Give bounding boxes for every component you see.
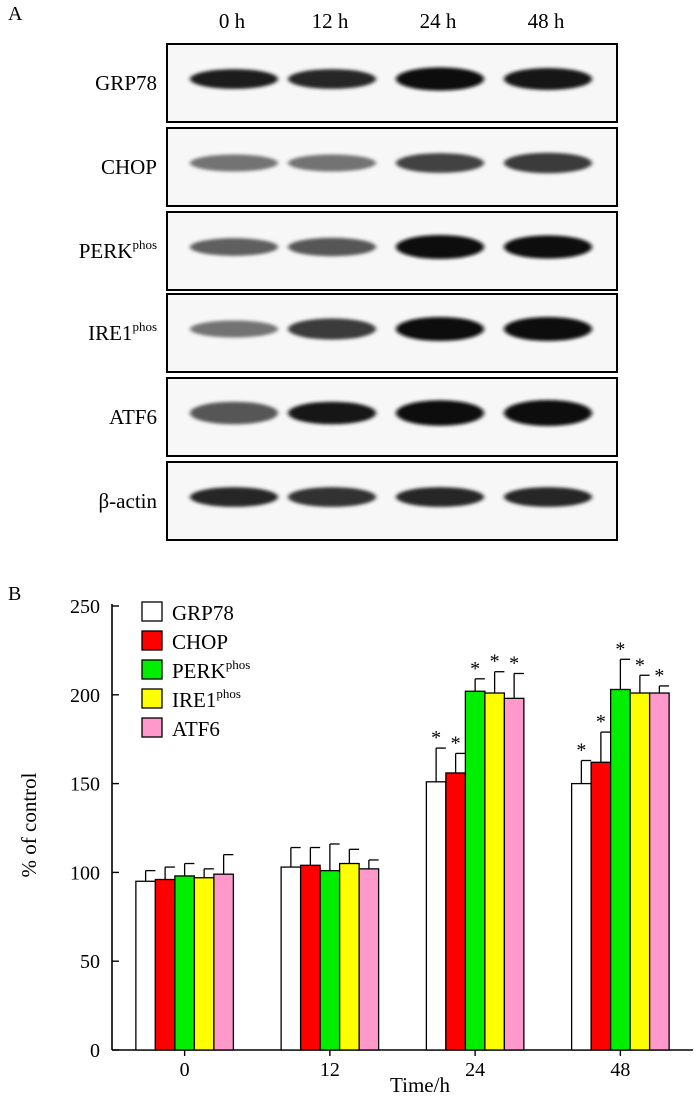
blot-band <box>396 317 484 341</box>
blot-band <box>396 400 484 426</box>
y-tick-label: 0 <box>90 1040 100 1062</box>
x-axis-title: Time/h <box>390 1073 450 1097</box>
blot-row-label: ATF6 <box>109 405 157 429</box>
blot-band <box>504 152 592 174</box>
blot-band <box>396 487 484 507</box>
significance-marker: * <box>596 711 606 733</box>
bar <box>135 880 157 1051</box>
bar <box>648 692 670 1051</box>
blot-band <box>504 317 592 341</box>
time-label: 12 h <box>312 9 349 33</box>
x-tick-label: 24 <box>465 1059 485 1081</box>
blot-row-label: IRE1phos <box>88 319 157 345</box>
legend-swatch <box>141 601 163 622</box>
chart-bars: * * * * * * * * * * <box>135 638 670 1051</box>
blot-band <box>396 67 484 91</box>
bar <box>425 781 447 1051</box>
blot-row-label: β-actin <box>99 489 158 513</box>
y-tick-label: 250 <box>70 596 100 618</box>
significance-marker: * <box>654 665 664 687</box>
legend-swatch <box>141 717 163 738</box>
blot-band <box>190 401 278 425</box>
significance-marker: * <box>470 658 480 680</box>
significance-marker: * <box>576 740 586 762</box>
blot-band <box>396 235 484 259</box>
blot-band <box>504 235 592 259</box>
significance-marker: * <box>451 732 461 754</box>
blot-band <box>190 238 278 256</box>
bar <box>503 697 525 1051</box>
y-tick-label: 200 <box>70 685 100 707</box>
blot-band <box>288 401 376 425</box>
bar-chart: 0 50 100 150 200 250 0 12 24 48 * * * * * * * * * * GRP78 C… <box>17 596 693 1097</box>
blot-band <box>288 154 376 172</box>
bar <box>299 864 321 1051</box>
bar <box>280 866 302 1051</box>
legend-swatch <box>141 630 163 651</box>
significance-marker: * <box>615 638 625 660</box>
bar <box>484 692 506 1051</box>
blot-row-label: PERKphos <box>79 237 157 263</box>
bar <box>570 782 592 1051</box>
bar <box>445 772 467 1051</box>
bar <box>213 873 235 1051</box>
y-tick-label: 50 <box>80 951 100 973</box>
blot-band <box>288 237 376 257</box>
significance-marker: * <box>509 652 519 674</box>
bar <box>464 690 486 1051</box>
time-label: 48 h <box>528 9 565 33</box>
blot-row-label: GRP78 <box>95 71 157 95</box>
significance-marker: * <box>490 651 500 673</box>
bar <box>590 761 612 1051</box>
blot-row-label: CHOP <box>101 155 157 179</box>
y-axis-title: % of control <box>17 772 41 877</box>
blot-band <box>288 487 376 507</box>
legend-label: CHOP <box>172 630 228 654</box>
legend-label: GRP78 <box>172 601 234 625</box>
legend-swatch <box>141 688 163 709</box>
bar <box>358 868 380 1051</box>
blot-band <box>396 153 484 173</box>
panel-b-letter: B <box>8 583 21 605</box>
blot-band <box>288 69 376 89</box>
legend-swatch <box>141 659 163 680</box>
x-tick-label: 0 <box>180 1059 190 1081</box>
blot-band <box>190 69 278 89</box>
bar <box>174 875 196 1051</box>
western-blot-panel: 0 h 12 h 24 h 48 h GRP78 CHOP PERKphos IRE1phos… <box>79 9 618 541</box>
blot-band <box>190 487 278 507</box>
blot-band <box>288 318 376 340</box>
blot-band <box>504 399 592 427</box>
y-tick-label: 100 <box>70 862 100 884</box>
significance-marker: * <box>635 654 645 676</box>
bar <box>338 862 360 1051</box>
legend-label: PERKphos <box>172 657 250 683</box>
blot-band <box>504 487 592 507</box>
chart-legend: GRP78 CHOP PERKphos IRE1phos ATF6 <box>141 601 250 741</box>
bar <box>629 692 651 1051</box>
legend-label: IRE1phos <box>172 686 241 712</box>
x-tick-label: 48 <box>610 1059 630 1081</box>
significance-marker: * <box>431 727 441 749</box>
x-tick-label: 12 <box>320 1059 340 1081</box>
blot-band <box>190 320 278 338</box>
bar <box>193 877 215 1051</box>
bar <box>609 688 631 1051</box>
time-label: 0 h <box>219 9 246 33</box>
time-label: 24 h <box>420 9 457 33</box>
blot-band <box>190 154 278 172</box>
legend-label: ATF6 <box>172 717 220 741</box>
blot-band <box>504 68 592 90</box>
panel-a-letter: A <box>8 3 23 25</box>
bar <box>319 869 341 1051</box>
bar <box>154 878 176 1051</box>
y-tick-label: 150 <box>70 774 100 796</box>
